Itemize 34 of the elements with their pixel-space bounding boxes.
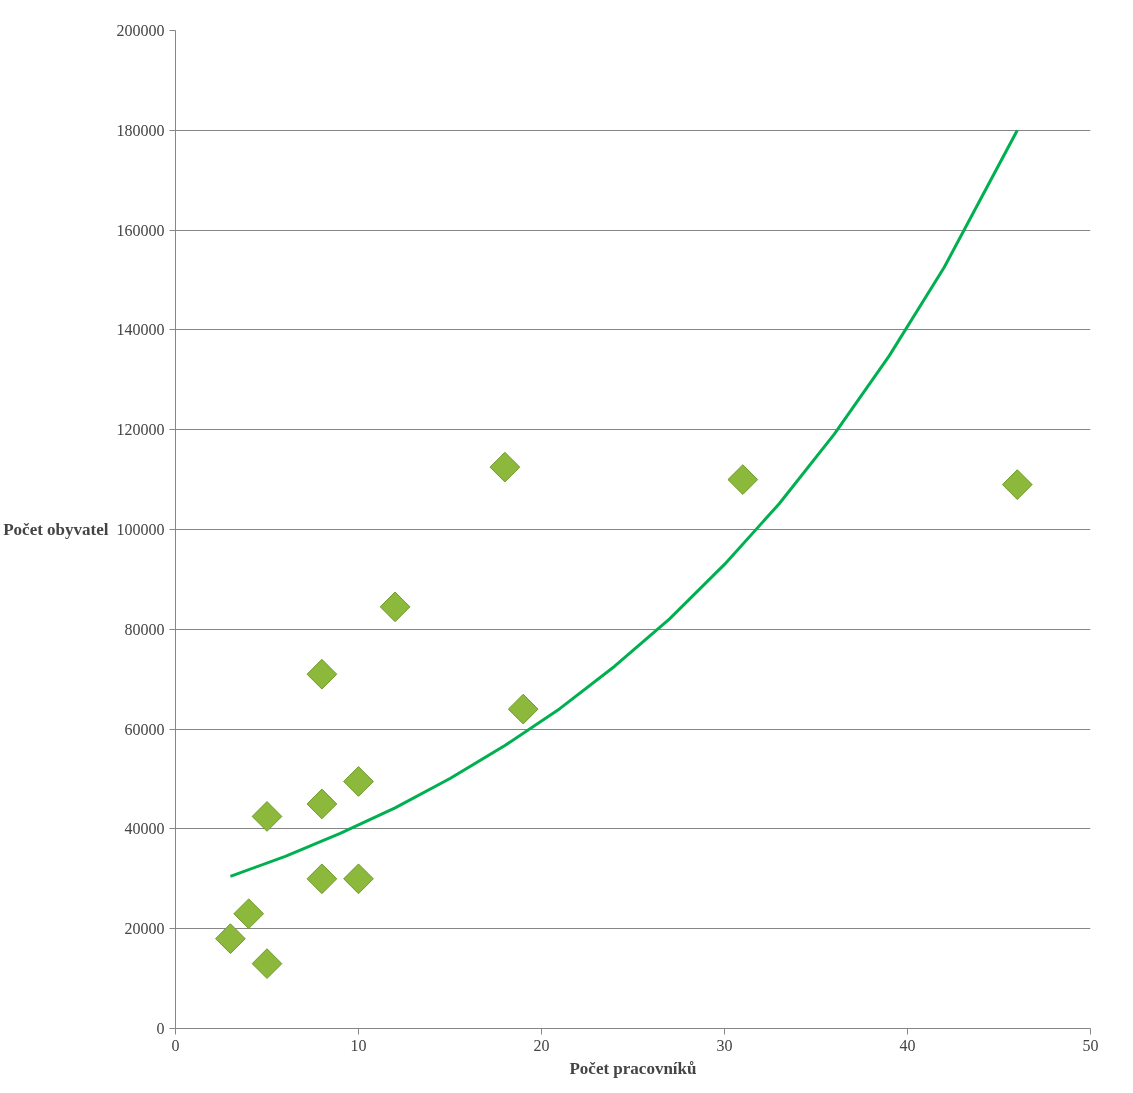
x-tick-label: 20: [533, 1036, 550, 1054]
point: [306, 658, 338, 690]
y-tick-label: 40000: [124, 820, 165, 838]
x-tick-label: 0: [171, 1036, 180, 1054]
x-tick-label: 50: [1082, 1036, 1099, 1054]
point: [306, 788, 338, 820]
y-tick-label: 100000: [116, 521, 165, 538]
line-series: [228, 128, 1019, 878]
point: [507, 693, 539, 725]
x-tick-label: 10: [350, 1036, 367, 1054]
y-tick-label: 20000: [124, 920, 165, 938]
x-tick-label: 30: [716, 1036, 733, 1054]
point: [727, 464, 759, 495]
y-tick-label: 140000: [116, 321, 165, 339]
y-tick-label: 200000: [116, 22, 165, 39]
y-tick-label: 160000: [116, 221, 165, 239]
point: [215, 923, 246, 955]
x-axis-title: Počet pracovníků: [569, 1058, 697, 1078]
point: [379, 591, 411, 623]
point: [233, 898, 265, 930]
y-tick-label: 180000: [116, 121, 165, 139]
point: [343, 766, 374, 797]
y-tick-label: 0: [156, 1020, 165, 1037]
point: [306, 863, 338, 895]
y-tick-label: 60000: [124, 720, 165, 738]
x-tick-label: 40: [899, 1036, 916, 1054]
point: [489, 451, 521, 483]
point: [251, 948, 283, 979]
point: [251, 801, 283, 832]
y-tick-label: 80000: [124, 620, 165, 638]
y-axis-title: Počet obyvatel: [3, 520, 109, 539]
point: [343, 863, 374, 895]
y-tick-label: 120000: [116, 421, 165, 439]
point: [1001, 469, 1033, 500]
